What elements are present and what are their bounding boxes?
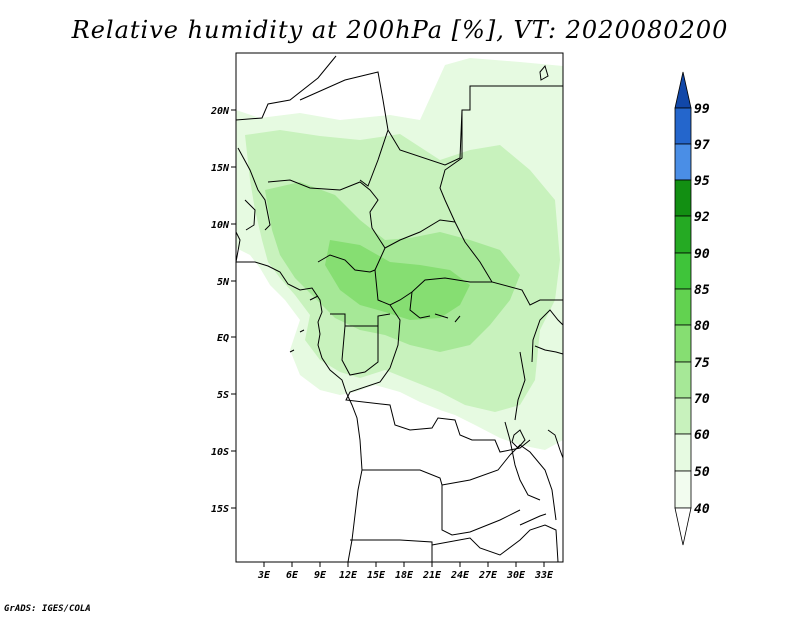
grads-credit: GrADS: IGES/COLA [4, 604, 91, 614]
x-tick-label: 6E [286, 570, 299, 581]
rh-70-75-region [325, 240, 470, 320]
y-tick-label: 20N [210, 106, 230, 117]
colorbar-label: 90 [694, 247, 710, 262]
colorbar-swatch [674, 470, 692, 509]
colorbar-swatch [674, 324, 692, 363]
colorbar-label: 97 [694, 138, 710, 153]
colorbar-swatch [674, 433, 692, 472]
colorbar-swatch [674, 107, 692, 145]
colorbar [674, 71, 692, 546]
y-tick-label: 5S [217, 390, 229, 401]
x-tick-label: 9E [314, 570, 327, 581]
x-tick-label: 15E [367, 570, 386, 581]
colorbar-label: 80 [694, 319, 710, 334]
colorbar-label: 92 [694, 210, 710, 225]
colorbar-label: 99 [694, 102, 710, 117]
plot-title: Relative humidity at 200hPa [%], VT: 202… [71, 16, 729, 44]
colorbar-swatch [674, 143, 692, 181]
colorbar-label: 40 [694, 502, 710, 517]
y-axis: 20N 15N 10N 5N EQ 5S 10S 15S [210, 106, 236, 515]
colorbar-label: 75 [694, 356, 710, 371]
country-borders [235, 55, 564, 563]
y-tick-label: 5N [217, 277, 230, 288]
colorbar-swatch [674, 397, 692, 435]
y-tick-label: 10S [211, 447, 229, 458]
colorbar-label: 95 [694, 174, 710, 189]
colorbar-label: 85 [694, 283, 710, 298]
x-tick-label: 18E [395, 570, 414, 581]
x-tick-label: 27E [478, 570, 498, 581]
x-tick-label: 3E [257, 570, 271, 581]
colorbar-label: 60 [694, 428, 710, 443]
colorbar-top-arrow [674, 71, 692, 109]
colorbar-labels: 99 97 95 92 90 85 80 75 70 60 50 40 [694, 102, 710, 517]
colorbar-swatch [674, 179, 692, 217]
x-tick-label: 30E [506, 570, 526, 581]
colorbar-label: 70 [694, 392, 710, 407]
x-tick-label: 12E [339, 570, 358, 581]
x-tick-label: 33E [534, 570, 554, 581]
colorbar-swatch [674, 288, 692, 326]
map-frame [235, 52, 564, 563]
x-tick-label: 24E [450, 570, 470, 581]
colorbar-swatch [674, 215, 692, 254]
colorbar-label: 50 [694, 465, 710, 480]
x-tick-label: 21E [422, 570, 442, 581]
colorbar-bottom-arrow [674, 507, 692, 546]
humidity-shading [236, 58, 563, 450]
y-tick-label: 10N [211, 220, 230, 231]
x-axis: 3E 6E 9E 12E 15E 18E 21E 24E 27E 30E 33E [257, 562, 554, 581]
colorbar-swatch [674, 361, 692, 399]
y-tick-label: 15N [211, 163, 230, 174]
y-tick-label: 15S [211, 504, 229, 515]
y-tick-label: EQ [217, 333, 229, 344]
colorbar-swatch [674, 252, 692, 290]
